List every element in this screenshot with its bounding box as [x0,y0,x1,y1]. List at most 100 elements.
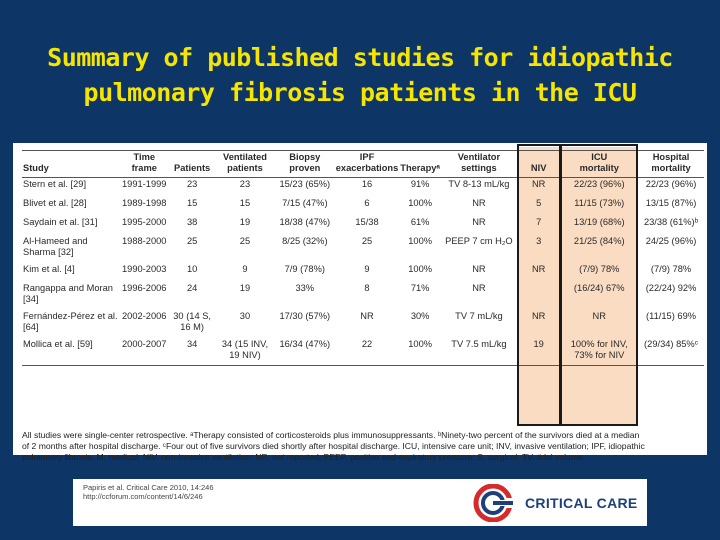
column-header: Therapyᵃ [399,150,441,178]
table-cell: 1989-1998 [122,197,167,208]
column-header-text: Biopsy [289,152,321,162]
table-cell: 34 (15 INV, 19 NIV) [221,338,269,360]
table-cell: Saydain et al. [31] [23,216,98,227]
table-cell: 3 [536,235,542,246]
citation-reference: Papiris et al. Critical Care 2010, 14:24… [83,483,214,492]
table-cell: 15/38 [355,216,379,227]
table-cell: 100% for INV, 73% for NIV [570,338,628,360]
column-header: IPF exacerbations [335,150,400,178]
column-header-text: mortality [651,163,691,173]
table-cell: 1990-2003 [122,263,167,274]
table-top-rule [22,150,704,151]
column-header: Biopsy proven [275,150,335,178]
footnote-line-2: of 2 months after hospital discharge. ᶜF… [22,441,645,451]
table-cell: NR [472,263,486,274]
table-cell: 2002-2006 [122,310,167,321]
table-row: Fernández-Pérez et al. [64] 2002-2006 30 (… [22,310,704,338]
table-cell: 17/30 (57%) [279,310,331,321]
table-cell: 30 [239,310,251,321]
table-cell: Mollica et al. [59] [23,338,93,349]
column-header-text: Ventilated [223,152,267,162]
table-cell: 13/19 (68%) [573,216,625,227]
column-header: Patients [169,150,215,178]
table-cell: TV 8-13 mL/kg [448,179,510,189]
table-cell: Kim et al. [4] [23,263,75,274]
table-cell: 23 [186,179,198,189]
column-header-text: IPF [359,152,375,162]
column-header-text: ICU [591,152,608,162]
table-row: Mollica et al. [59] 2000-2007 34 34 (15 INV… [22,338,704,366]
table-cell: (22/24) 92% [645,282,697,293]
column-header-text: NIV [530,163,547,173]
table-cell: 71% [410,282,430,293]
table-cell: 16 [361,179,373,189]
table-cell: 61% [410,216,430,227]
citation-url[interactable]: http://ccforum.com/content/14/6/246 [83,492,203,501]
critical-care-logo-icon [473,484,513,522]
table-cell: 15 [239,197,251,208]
table-cell: 21/25 (84%) [573,235,625,246]
table-cell: 100% [408,235,433,246]
table-cell: 1988-2000 [122,235,167,246]
table-cell: 38 [186,216,198,227]
table-cell: (11/15) 69% [646,310,697,321]
table-cell: NR [472,216,486,227]
footnote-line-1: All studies were single-center retrospec… [22,430,640,440]
table-header-row: Study Time frame Patients Ventilated patients… [22,150,704,178]
table-cell: Fernández-Pérez et al. [64] [23,310,118,332]
table-cell: 1991-1999 [122,179,167,189]
table-row: Al-Hameed and Sharma [32] 1988-2000 25 25 8/… [22,235,704,263]
table-cell: NR [531,310,546,321]
table-row: Blivet et al. [28] 1989-1998 15 15 7/15 (47%… [22,197,704,216]
table-cell: Stern et al. [29] [23,179,87,189]
table-row: Rangappa and Moran [34] 1996-2006 24 19 33% 8… [22,282,704,310]
column-header-text: mortality [579,163,619,173]
column-header-text: settings [461,163,497,173]
table-cell: 18/38 (47%) [279,216,331,227]
table-cell: 7/15 (47%) [282,197,328,208]
table-cell: 25 [361,235,373,246]
column-header: ICU mortality [560,150,638,178]
table-cell: NR [472,197,486,208]
table-cell: TV 7.5 mL/kg [451,338,507,349]
column-header: Ventilator settings [441,150,517,178]
column-header-text: Ventilator [457,152,501,162]
table-cell: 16/34 (47%) [279,338,331,349]
table-cell: 2000-2007 [122,338,167,349]
column-header: Time frame [119,150,169,178]
table-cell: 25 [239,235,251,246]
column-header-text: Time [133,152,155,162]
table-cell: 9 [242,263,248,274]
table-cell: 13/15 (87%) [645,197,697,208]
column-header-text: exacerbations [335,163,399,173]
table-cell: NR [472,282,486,293]
table-cell: 30% [410,310,430,321]
citation-bar: Papiris et al. Critical Care 2010, 14:24… [73,479,647,526]
table-cell: (16/24) 67% [573,282,625,293]
table-cell: 34 [186,338,198,349]
citation-text: Papiris et al. Critical Care 2010, 14:24… [83,483,214,501]
table-cell: PEEP 7 cm H₂O [445,235,513,246]
table-cell: 22/23 (96%) [645,179,697,189]
title-line-1: Summary of published studies for idiopat… [47,43,673,72]
table-cell: 100% [408,263,433,274]
column-header-text: frame [131,163,157,173]
icu-mortality-column-highlight [561,147,637,425]
table-cell: 30 (14 S, 16 M) [173,310,211,332]
column-header: NIV [517,150,561,178]
table-cell: 22/23 (96%) [573,179,625,189]
table-cell: 25 [186,235,198,246]
table-cell: (7/9) 78% [650,263,692,274]
icu-mortality-column-box [560,144,638,426]
footnote-line-3: pulmonary fibrosis; M, medical; NIV, non… [22,452,586,462]
column-header-text: Study [23,163,49,173]
column-header: Hospital mortality [638,150,704,178]
table-cell: 19 [239,282,251,293]
table-cell: (29/34) 85%ᶜ [644,338,698,349]
table-cell: 10 [186,263,198,274]
table-cell: 8/25 (32%) [282,235,328,246]
critical-care-logo-text: CRITICAL CARE [525,495,638,511]
table-cell: NR [360,310,374,321]
table-cell: 19 [239,216,251,227]
studies-table: Study Time frame Patients Ventilated patients… [22,150,704,366]
